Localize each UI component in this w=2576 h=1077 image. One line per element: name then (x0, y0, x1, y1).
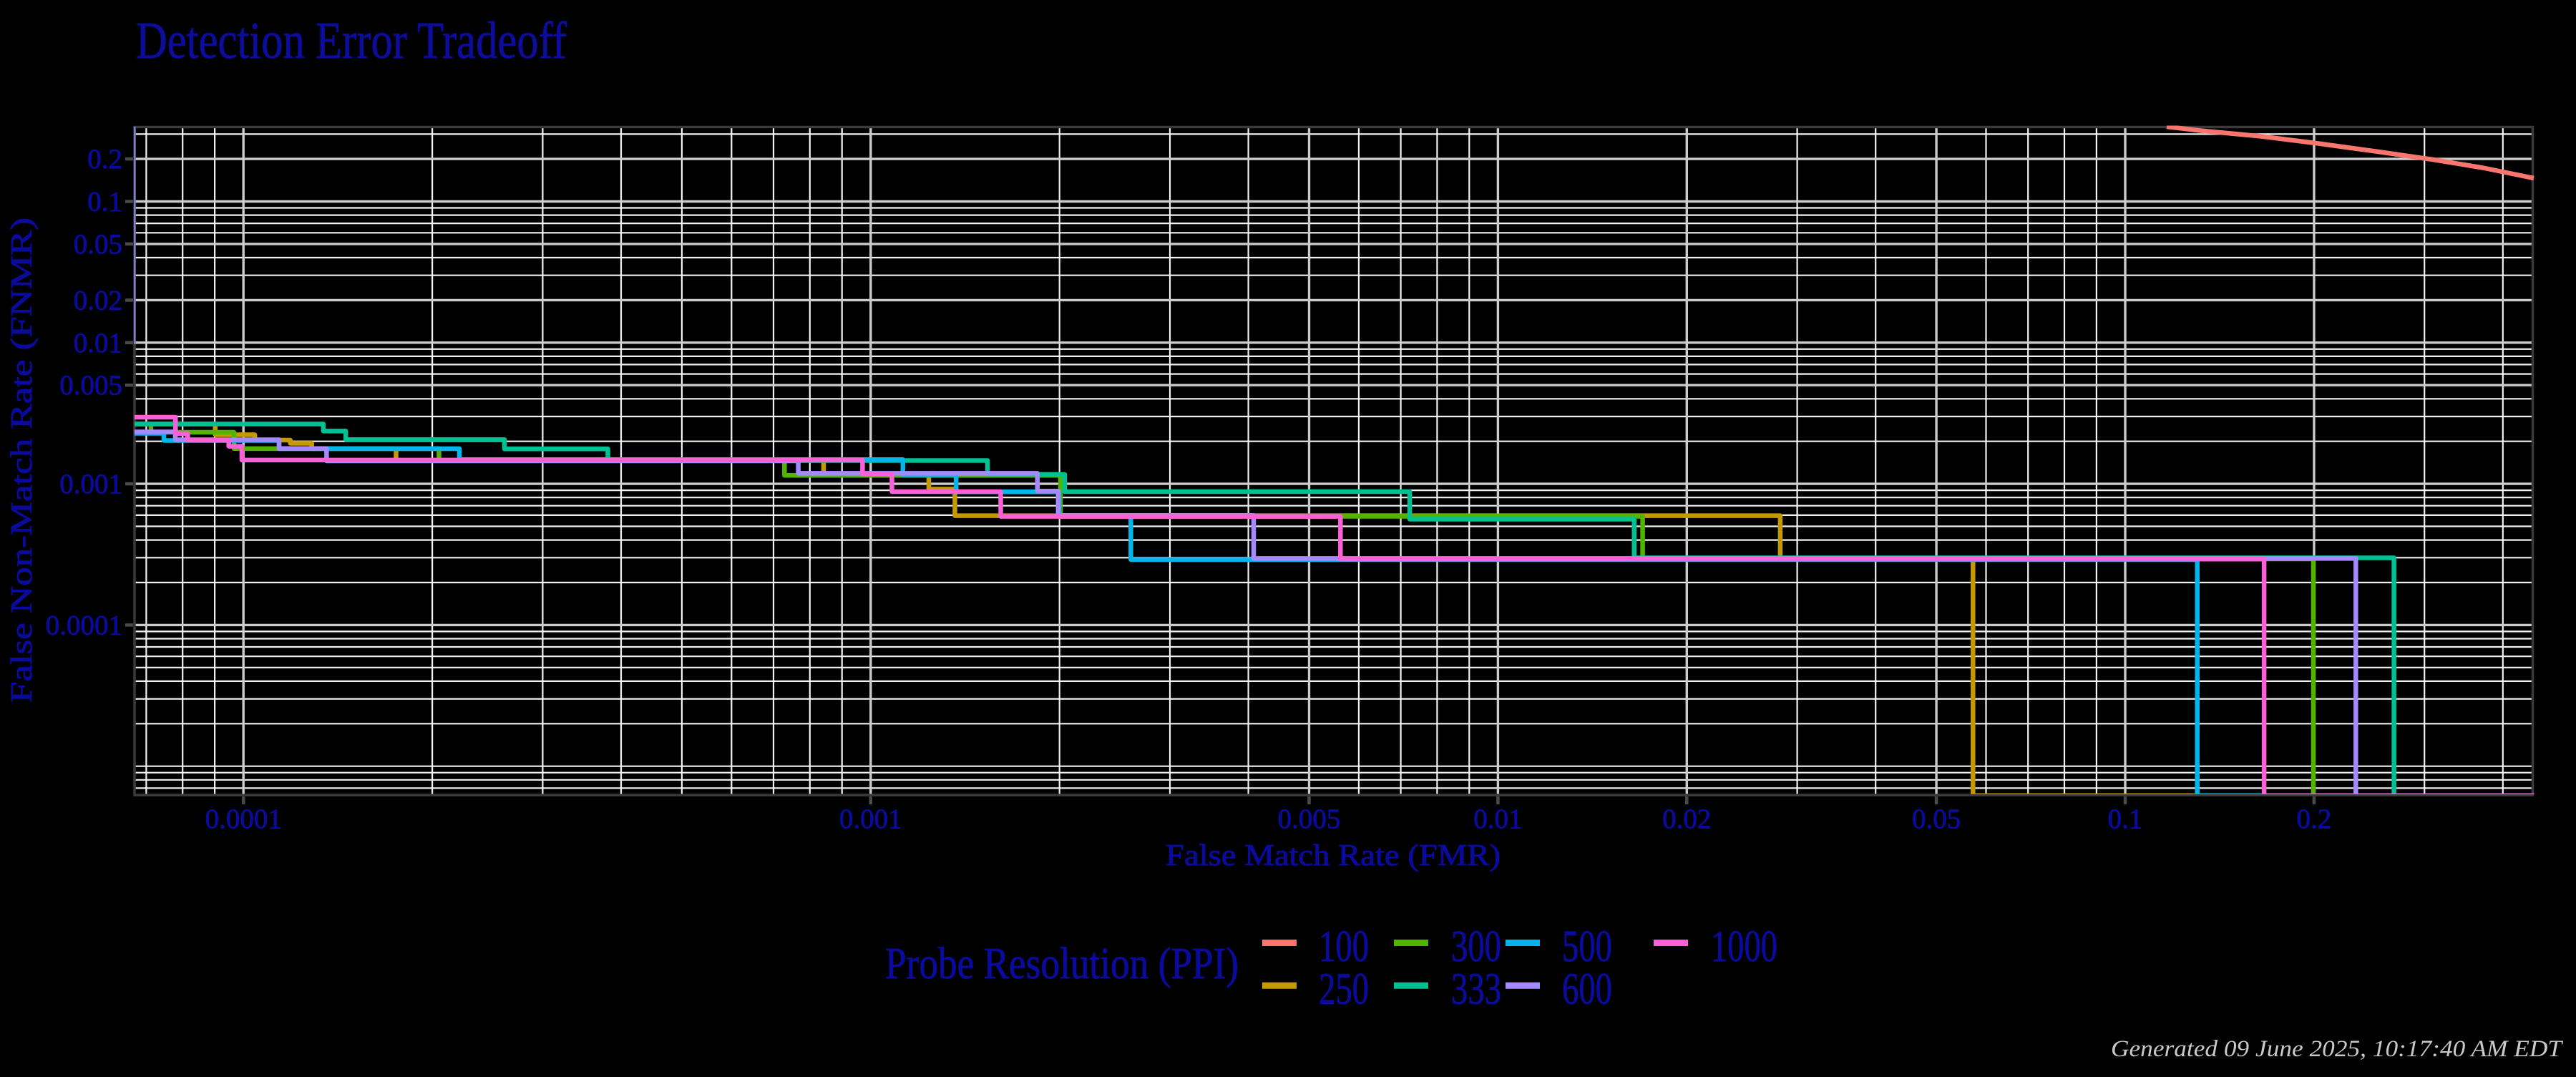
svg-text:Detection Error Tradeoff: Detection Error Tradeoff (136, 11, 567, 69)
svg-text:0.005: 0.005 (1278, 804, 1341, 834)
svg-text:0.01: 0.01 (1473, 804, 1522, 834)
svg-text:1000: 1000 (1711, 922, 1777, 971)
svg-text:0.0001: 0.0001 (205, 804, 282, 834)
svg-text:0.001: 0.001 (59, 469, 122, 499)
svg-text:0.1: 0.1 (2108, 804, 2143, 834)
svg-text:False Match Rate (FMR): False Match Rate (FMR) (1166, 839, 1501, 872)
svg-text:Probe Resolution (PPI): Probe Resolution (PPI) (885, 940, 1239, 988)
svg-text:0.001: 0.001 (839, 804, 902, 834)
svg-text:300: 300 (1451, 922, 1501, 971)
svg-text:False Non-Match Rate (FNMR): False Non-Match Rate (FNMR) (6, 218, 39, 703)
svg-text:0.02: 0.02 (1662, 804, 1711, 834)
svg-text:333: 333 (1451, 965, 1501, 1014)
svg-text:0.2: 0.2 (87, 144, 122, 175)
svg-text:0.0001: 0.0001 (46, 610, 122, 640)
svg-text:0.005: 0.005 (59, 370, 122, 401)
svg-text:0.2: 0.2 (2297, 804, 2332, 834)
svg-text:0.02: 0.02 (74, 285, 122, 316)
svg-text:600: 600 (1562, 965, 1612, 1014)
svg-text:500: 500 (1562, 922, 1612, 971)
svg-text:0.01: 0.01 (74, 328, 122, 359)
svg-text:0.1: 0.1 (87, 187, 122, 218)
svg-text:0.05: 0.05 (1912, 804, 1961, 834)
svg-text:250: 250 (1319, 965, 1369, 1014)
svg-text:100: 100 (1319, 922, 1369, 971)
svg-text:Generated 09 June 2025, 10:17:: Generated 09 June 2025, 10:17:40 AM EDT (2111, 1036, 2564, 1062)
svg-text:0.05: 0.05 (74, 229, 122, 260)
